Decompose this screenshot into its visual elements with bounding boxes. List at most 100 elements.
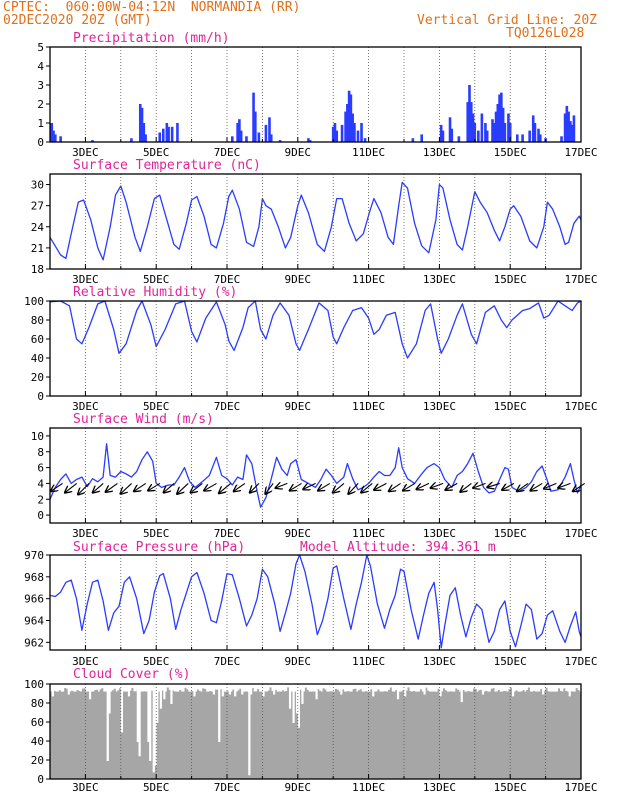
cloud-column: [430, 691, 433, 779]
cloud-column: [184, 687, 187, 779]
panel-6: 0 20 40 60 80 100 3DEC 5DEC 7DEC 9DEC 11DEC 13DEC 15…: [24, 667, 597, 794]
cloud-column: [568, 692, 571, 779]
precip-bar: [138, 104, 142, 142]
cloud-column: [177, 693, 180, 779]
cloud-column: [446, 694, 449, 779]
cloud-column: [51, 690, 54, 779]
cloud-column: [165, 691, 168, 779]
cloud-gap: [372, 684, 375, 697]
cloud-column: [173, 691, 176, 779]
cloud-column: [485, 690, 488, 779]
precip-bar: [252, 92, 255, 142]
cloud-column: [80, 692, 83, 779]
y-tick-label: 20: [31, 754, 44, 767]
header-code: TQ0126L028: [506, 26, 585, 41]
x-tick-label: 13DEC: [423, 527, 456, 540]
x-tick-label: 11DEC: [352, 781, 385, 794]
precip-bar: [563, 113, 567, 142]
precip-bar: [420, 134, 423, 142]
cloud-column: [191, 691, 194, 779]
precip-bar: [346, 104, 349, 142]
cloud-column: [442, 688, 445, 779]
wind-arrow: [446, 482, 458, 490]
cloud-column: [465, 693, 468, 779]
y-tick-label: 80: [31, 314, 44, 327]
cloud-column: [90, 694, 93, 779]
precip-bar: [335, 130, 339, 142]
cloud-column: [361, 694, 364, 779]
precip-bar: [448, 117, 452, 142]
cloud-column: [55, 695, 58, 779]
precip-bar: [477, 130, 480, 142]
cloud-column: [188, 693, 191, 779]
wind-arrow: [276, 483, 288, 488]
cloud-column: [382, 691, 385, 779]
cloud-column: [202, 688, 205, 779]
cloud-gap: [106, 684, 109, 761]
cloud-column: [340, 689, 343, 779]
y-tick-label: 5: [37, 41, 44, 54]
cloud-column: [439, 690, 442, 779]
cloud-column: [227, 691, 229, 779]
y-tick-label: 24: [31, 221, 45, 234]
cloud-column: [320, 691, 323, 779]
cloud-gap: [250, 684, 253, 695]
y-tick-label: 18: [31, 263, 44, 276]
cloud-column: [319, 690, 322, 779]
x-tick-label: 7DEC: [214, 400, 241, 413]
cloud-column: [168, 689, 171, 779]
cloud-gap: [88, 684, 92, 700]
x-tick-label: 15DEC: [494, 400, 527, 413]
cloud-column: [65, 688, 68, 779]
cloud-column: [354, 688, 357, 779]
cloud-column: [193, 695, 196, 779]
cloud-column: [490, 688, 493, 779]
cloud-gap: [288, 684, 292, 709]
cloud-column: [87, 692, 90, 779]
cloud-column: [264, 691, 267, 779]
cloud-column: [356, 692, 359, 779]
cloud-gap: [423, 684, 426, 695]
precip-bar: [176, 123, 179, 142]
cloud-column: [441, 691, 444, 779]
x-tick-label: 17DEC: [564, 527, 597, 540]
cloud-column: [265, 693, 268, 779]
cloud-column: [297, 692, 300, 779]
cloud-column: [492, 688, 495, 779]
cloud-column: [326, 694, 329, 779]
y-tick-label: 30: [31, 179, 44, 192]
cloud-column: [244, 691, 247, 779]
cloud-column: [414, 692, 417, 779]
cloud-column: [497, 689, 500, 779]
cloud-gap: [170, 684, 173, 704]
cloud-column: [487, 692, 490, 779]
precip-bar: [533, 123, 537, 142]
cloud-column: [529, 691, 532, 779]
cloud-column: [53, 690, 56, 779]
wind-arrow: [250, 483, 260, 492]
cloud-column: [271, 691, 274, 779]
cloud-column: [315, 693, 318, 779]
wind-arrow: [93, 483, 104, 492]
cloud-gap: [460, 684, 463, 703]
cloud-column: [225, 694, 228, 779]
precip-bar: [570, 124, 574, 142]
cloud-column: [393, 692, 396, 779]
cloud-gap: [127, 684, 131, 697]
wind-arrow: [234, 482, 246, 491]
cloud-column: [377, 689, 380, 779]
cloud-column: [531, 693, 534, 779]
cloud-gap: [156, 684, 159, 723]
cloud-column: [534, 692, 537, 779]
cloud-column: [246, 692, 249, 779]
cloud-gap: [163, 684, 166, 700]
cloud-column: [526, 690, 529, 779]
cloud-column: [499, 694, 502, 779]
wind-arrow: [134, 482, 147, 491]
cloud-column: [150, 690, 153, 779]
cloud-column: [515, 690, 518, 779]
cloud-column: [262, 691, 265, 779]
cloud-column: [290, 693, 293, 779]
cloud-column: [221, 688, 224, 779]
cloud-column: [517, 693, 520, 779]
